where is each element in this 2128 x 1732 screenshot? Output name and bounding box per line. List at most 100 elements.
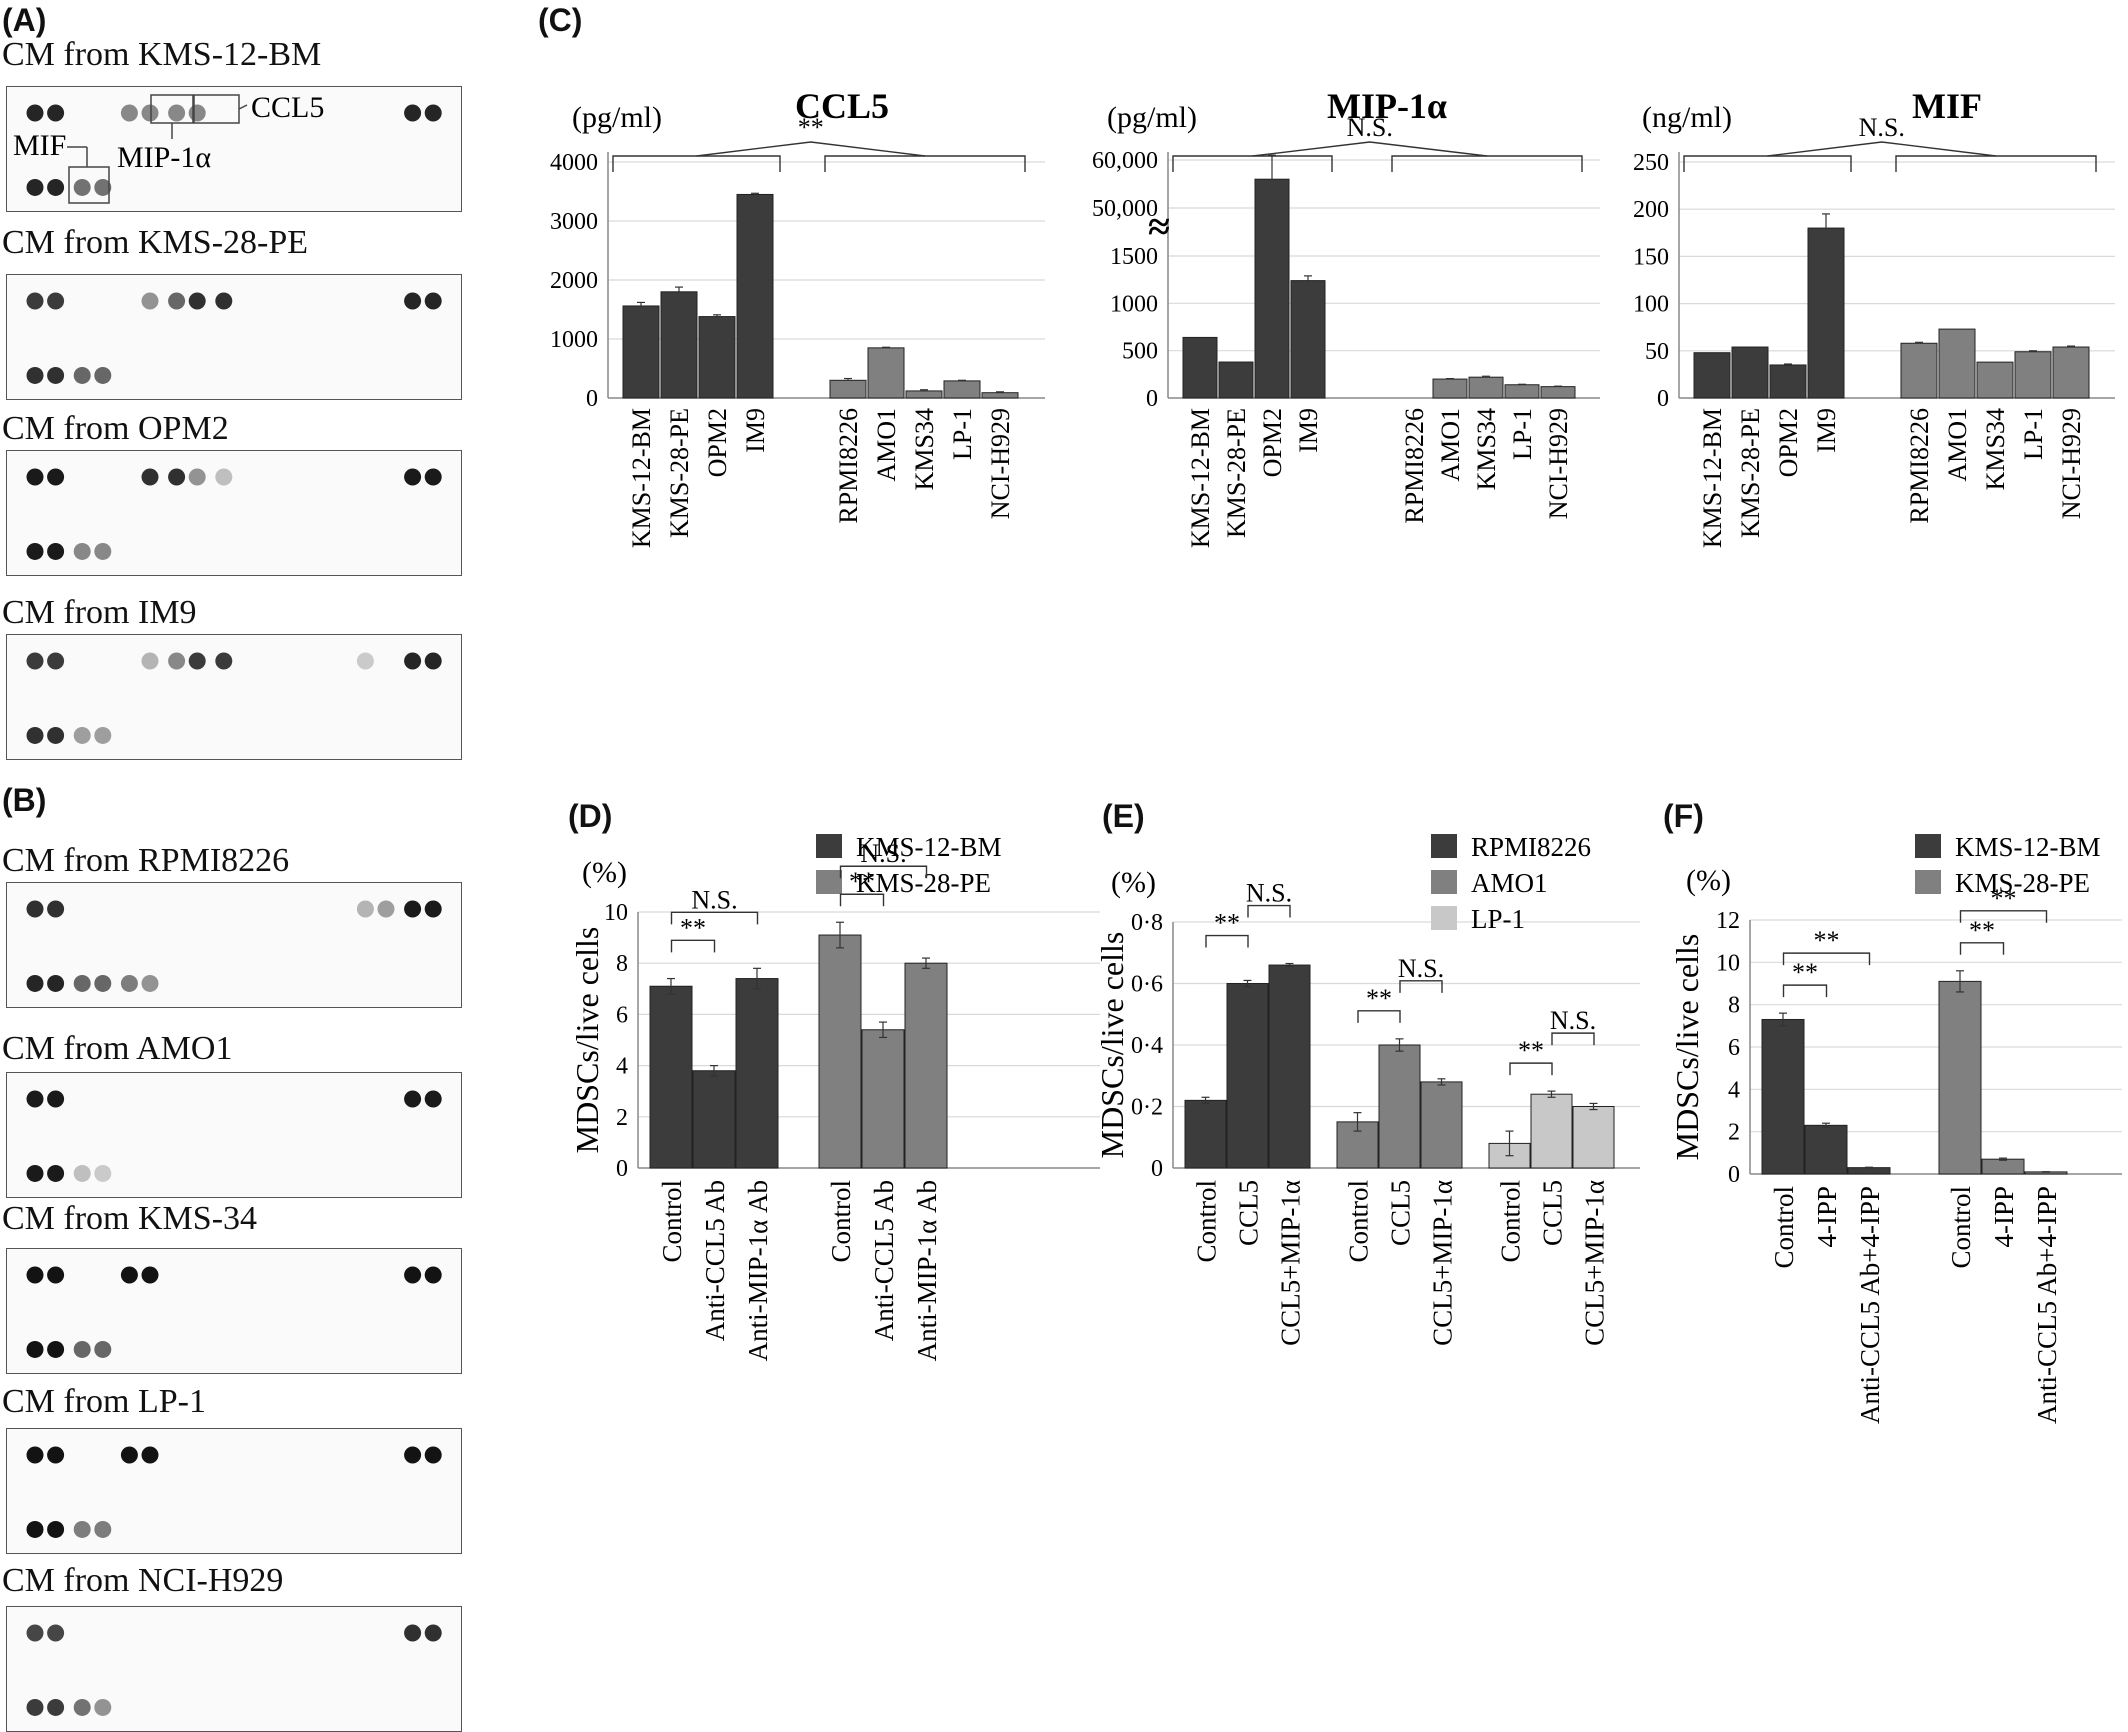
group-bracket [1391,155,1583,172]
y-tick-label: 1500 [1110,244,1158,270]
blot-spot [73,366,91,384]
blot-title: CM from RPMI8226 [2,842,290,879]
blot-spot [94,1698,112,1716]
blot-spot [26,1624,44,1642]
bar [1572,1106,1615,1169]
x-tick-label: OPM2 [1774,408,1803,477]
y-tick-label: 10 [1716,950,1740,976]
bar [1769,364,1807,399]
blot-spot [141,104,159,122]
significance-label: ** [1969,916,1995,945]
blot-spot [26,178,44,196]
blot-spot [26,542,44,560]
blot-spot [26,104,44,122]
blot-spot [73,726,91,744]
blot-spot [26,292,44,310]
x-tick-label: Anti-MIP-1α Ab [743,1180,773,1361]
significance-label: N.S. [1246,879,1292,908]
significance-label: ** [849,867,875,896]
blot-spot [94,178,112,196]
blot-spot [73,1698,91,1716]
panel-label-e: (E) [1102,798,1145,834]
significance-label: ** [1366,984,1392,1013]
blot-spot [26,1164,44,1182]
x-tick-label: Anti-CCL5 Ab [700,1180,730,1341]
blot-spot [47,468,65,486]
blot-spot [47,178,65,196]
x-tick-label: KMS34 [1472,408,1501,490]
blot-spot [404,292,422,310]
dot-blot-membrane [6,1428,462,1554]
blot-spot [215,652,233,670]
ccl5-leader [238,104,248,110]
blot-spot [356,900,374,918]
blot-spot [94,1164,112,1182]
legend-swatch [1431,834,1457,858]
y-tick-label: 60,000 [1092,148,1158,174]
legend-swatch [1915,870,1941,894]
y-tick-label: 12 [1716,908,1740,934]
x-tick-label: Control [1192,1180,1222,1263]
x-tick-label: Control [1946,1186,1976,1269]
y-tick-label: 250 [1633,150,1669,176]
dot-blot-membrane [6,1606,462,1732]
dot-blot-membrane [6,634,462,760]
blot-spot [141,1446,159,1464]
blot-title: CM from IM9 [2,594,197,631]
unit-label: (%) [1111,866,1156,899]
bar [1900,342,1938,399]
bar [1938,980,1982,1175]
unit-label: (%) [582,856,627,889]
x-tick-label: Anti-CCL5 Ab+4-IPP [2032,1186,2062,1424]
bar [1530,1093,1573,1169]
y-tick-label: 1000 [550,327,598,353]
y-axis-label: MDSCs/live cells [569,927,605,1154]
significance-bracket [839,893,885,907]
blot-spot [404,1266,422,1284]
x-tick-label: LP-1 [1508,408,1537,460]
blot-spot [424,292,442,310]
y-tick-label: 150 [1633,244,1669,270]
blot-spot [26,652,44,670]
x-tick-label: NCI-H929 [986,408,1015,519]
bar [1290,280,1326,399]
x-tick-label: RPMI8226 [834,408,863,524]
blot-title: CM from OPM2 [2,410,229,447]
blot-spots [26,1624,442,1716]
y-tick-label: 4 [1728,1077,1740,1103]
chart-f: (%) MDSCs/live cells 0 2 4 6 8 10 12 KMS-12-BM KMS… [1669,832,2122,1424]
blot-spot [94,366,112,384]
blot-spot [424,1446,442,1464]
group-bracket [612,155,781,172]
blot-spot [47,1520,65,1538]
blot-spot [120,104,138,122]
x-tick-label: IM9 [741,408,770,453]
blot-spot [47,1090,65,1108]
x-tick-label: AMO1 [872,408,901,482]
blot-spot [26,1340,44,1358]
group-bracket [1683,155,1852,172]
blot-spot [404,1446,422,1464]
blot-spot [424,1624,442,1642]
y-tick-label: 6 [1728,1035,1740,1061]
legend-label: KMS-12-BM [856,832,1002,862]
blot-spot [73,542,91,560]
y-tick-label: 2000 [550,268,598,294]
x-tick-label: KMS-28-PE [1222,408,1251,538]
y-tick-label: 0 [1151,1156,1163,1182]
blot-spot [404,468,422,486]
x-tick-label: KMS-12-BM [1698,408,1727,548]
chart-mip1a: MIP-1α (pg/ml) 0 500 1000 1500 50,000 60,000 ≈ KM… [1092,86,1600,548]
blot-spots [26,468,442,560]
x-tick-label: Control [1344,1180,1374,1263]
significance-label: ** [680,913,706,942]
bar [660,291,698,399]
mif-annotation: MIF [13,129,66,162]
significance-label: N.S. [860,839,906,868]
significance-bracket [839,865,928,879]
x-tick-label: Anti-CCL5 Ab+4-IPP [1855,1186,1885,1424]
blot-spot [26,726,44,744]
blot-spot [47,1164,65,1182]
blot-title: CM from NCI-H929 [2,1562,284,1599]
blot-spot [141,652,159,670]
